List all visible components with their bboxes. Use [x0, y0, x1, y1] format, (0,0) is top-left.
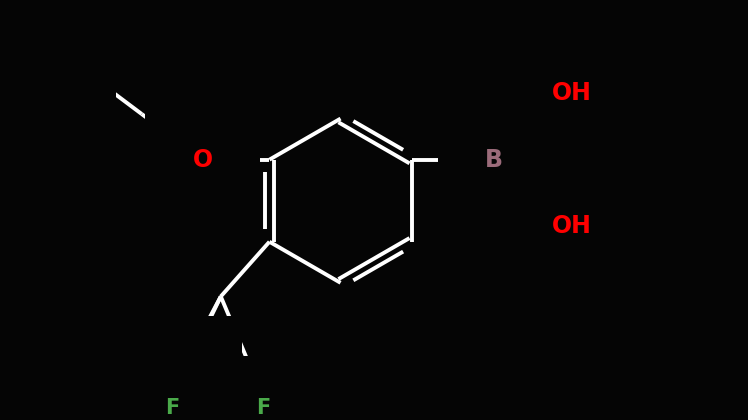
Text: O: O	[192, 148, 212, 172]
Text: B: B	[485, 148, 503, 172]
Text: OH: OH	[551, 214, 592, 239]
Text: F: F	[186, 357, 200, 377]
Text: OH: OH	[551, 81, 592, 105]
Text: F: F	[257, 398, 271, 418]
Text: F: F	[165, 398, 180, 418]
